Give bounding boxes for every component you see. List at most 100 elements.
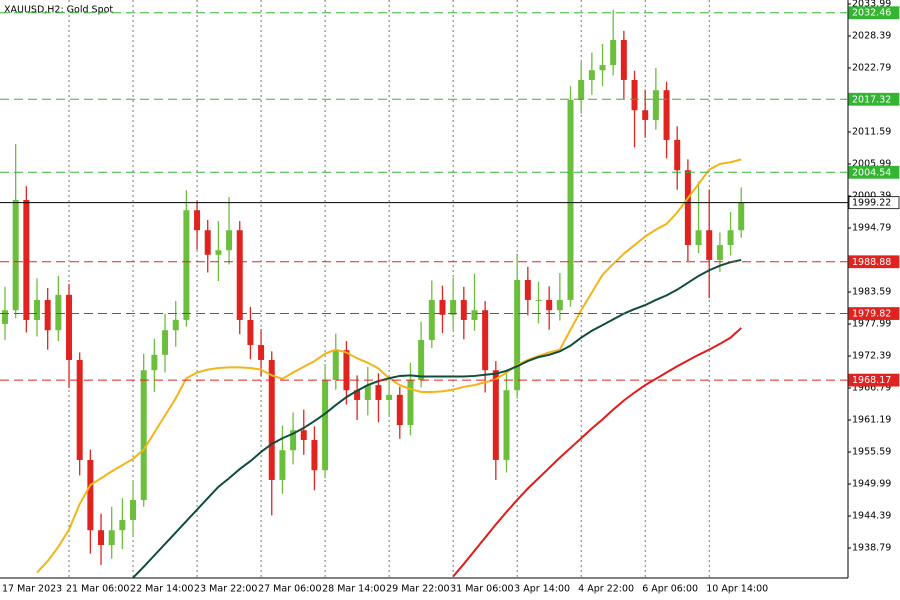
candle-body <box>258 345 265 360</box>
y-tick-label: 1966.79 <box>852 383 891 394</box>
candle-body <box>418 339 425 380</box>
candle-body <box>236 230 243 320</box>
candle-body <box>130 499 137 520</box>
candle-body <box>695 230 702 246</box>
x-tick-label: 28 Mar 14:00 <box>322 584 385 595</box>
price-level-box <box>848 92 900 106</box>
candle-body <box>332 350 339 380</box>
candle-body <box>151 354 158 371</box>
candle-body <box>55 294 62 331</box>
candle-body <box>503 390 510 460</box>
candle-body <box>226 230 233 251</box>
candle-body <box>87 459 94 531</box>
candle-body <box>300 430 307 440</box>
candle-body <box>98 530 105 546</box>
x-tick-label: 21 Mar 06:00 <box>66 584 129 595</box>
candle-body <box>663 90 670 140</box>
candle-body <box>268 359 275 480</box>
y-tick-label: 1972.39 <box>852 351 891 362</box>
candle-body <box>23 199 30 320</box>
candle-body <box>12 199 19 311</box>
y-tick-label: 2011.59 <box>852 127 891 138</box>
candle-body <box>588 70 595 80</box>
candle-body <box>492 370 499 460</box>
moving-average <box>132 258 742 579</box>
candle-body <box>738 202 745 231</box>
candle-body <box>439 299 446 315</box>
x-tick-label: 4 Apr 22:00 <box>578 584 634 595</box>
y-tick-label: 1949.99 <box>852 479 891 490</box>
candle-body <box>354 390 361 400</box>
candle-body <box>631 79 638 111</box>
candle-body <box>66 294 73 360</box>
y-tick-label: 1977.99 <box>852 319 891 330</box>
candle-body <box>215 250 222 255</box>
candle-body <box>450 299 457 315</box>
x-tick-label: 17 Mar 2023 <box>2 584 62 595</box>
candle-body <box>716 245 723 260</box>
candle-body <box>162 330 169 355</box>
price-level-label: 1988.88 <box>852 257 891 268</box>
x-tick-label: 22 Mar 14:00 <box>130 584 193 595</box>
y-tick-label: 1944.39 <box>852 511 891 522</box>
candle-body <box>556 299 563 311</box>
candle-body <box>194 210 201 231</box>
candle-body <box>290 430 297 451</box>
candle-body <box>706 230 713 260</box>
candle-body <box>567 99 574 300</box>
x-tick-label: 29 Mar 22:00 <box>386 584 449 595</box>
x-tick-label: 23 Mar 22:00 <box>194 584 257 595</box>
candle-body <box>642 110 649 120</box>
candle-body <box>684 170 691 246</box>
y-tick-label: 1961.19 <box>852 415 891 426</box>
x-tick-label: 31 Mar 06:00 <box>450 584 513 595</box>
x-tick-label: 10 Apr 14:00 <box>706 584 768 595</box>
candle-body <box>460 299 467 320</box>
candle-body <box>535 299 542 301</box>
candle-body <box>482 310 489 371</box>
candle-body <box>279 450 286 480</box>
candle-body <box>140 370 147 500</box>
candle-body <box>76 359 83 460</box>
candle-body <box>386 394 393 400</box>
candle-body <box>183 210 190 320</box>
chart-title: XAUUSD,H2: Gold Spot <box>4 5 113 16</box>
y-tick-label: 1994.79 <box>852 223 891 234</box>
y-tick-label: 2028.39 <box>852 31 891 42</box>
candle-body <box>471 310 478 320</box>
price-level-label: 2017.32 <box>852 94 891 105</box>
price-level-box <box>848 255 900 269</box>
price-level-box <box>848 165 900 179</box>
candle-body <box>578 79 585 100</box>
x-tick-label: 3 Apr 14:00 <box>514 584 570 595</box>
x-tick-label: 6 Apr 06:00 <box>642 584 698 595</box>
candle-body <box>364 385 371 400</box>
candle-body <box>727 230 734 246</box>
candle-body <box>108 530 115 546</box>
price-level-box <box>848 373 900 387</box>
candle-body <box>610 39 617 66</box>
candle-body <box>247 319 254 346</box>
candle-body <box>514 279 521 391</box>
candle-body <box>524 279 531 300</box>
price-level-box <box>848 307 900 320</box>
candle-body <box>44 299 51 331</box>
price-level-label: 2004.54 <box>852 167 891 178</box>
candle-body <box>396 394 403 426</box>
candle-body <box>546 299 553 311</box>
candle-body <box>2 310 8 324</box>
candle-body <box>407 379 414 426</box>
y-tick-label: 1938.79 <box>852 543 891 554</box>
price-level-label: 1968.17 <box>852 375 891 386</box>
candle-body <box>34 299 41 320</box>
candle-body <box>375 385 382 400</box>
price-level-label: 1999.22 <box>852 198 891 209</box>
candle-body <box>343 350 350 391</box>
y-tick-label: 1955.59 <box>852 447 891 458</box>
y-tick-label: 1983.59 <box>852 287 891 298</box>
candle-body <box>620 39 627 80</box>
price-level-label: 2032.46 <box>852 8 891 19</box>
